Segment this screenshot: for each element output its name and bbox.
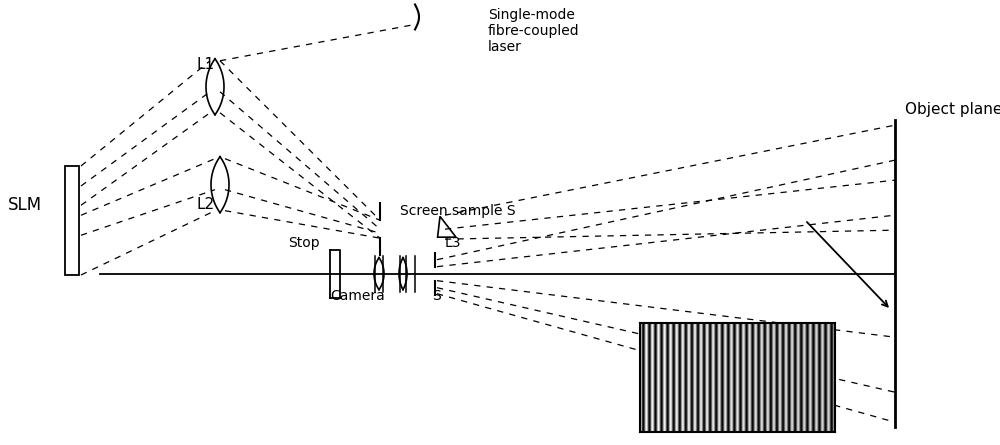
Text: L1: L1 bbox=[197, 57, 215, 72]
Text: L3: L3 bbox=[445, 235, 462, 250]
Text: Stop: Stop bbox=[288, 235, 320, 250]
Bar bbox=[65, 166, 79, 275]
Text: SLM: SLM bbox=[8, 196, 42, 214]
Text: Single-mode
fibre-coupled
laser: Single-mode fibre-coupled laser bbox=[488, 8, 580, 54]
Text: S: S bbox=[432, 289, 441, 303]
Text: Screen sample S: Screen sample S bbox=[400, 204, 516, 218]
Text: Object plane: Object plane bbox=[905, 101, 1000, 117]
Text: Camera: Camera bbox=[330, 289, 385, 303]
Text: L2: L2 bbox=[197, 197, 215, 212]
